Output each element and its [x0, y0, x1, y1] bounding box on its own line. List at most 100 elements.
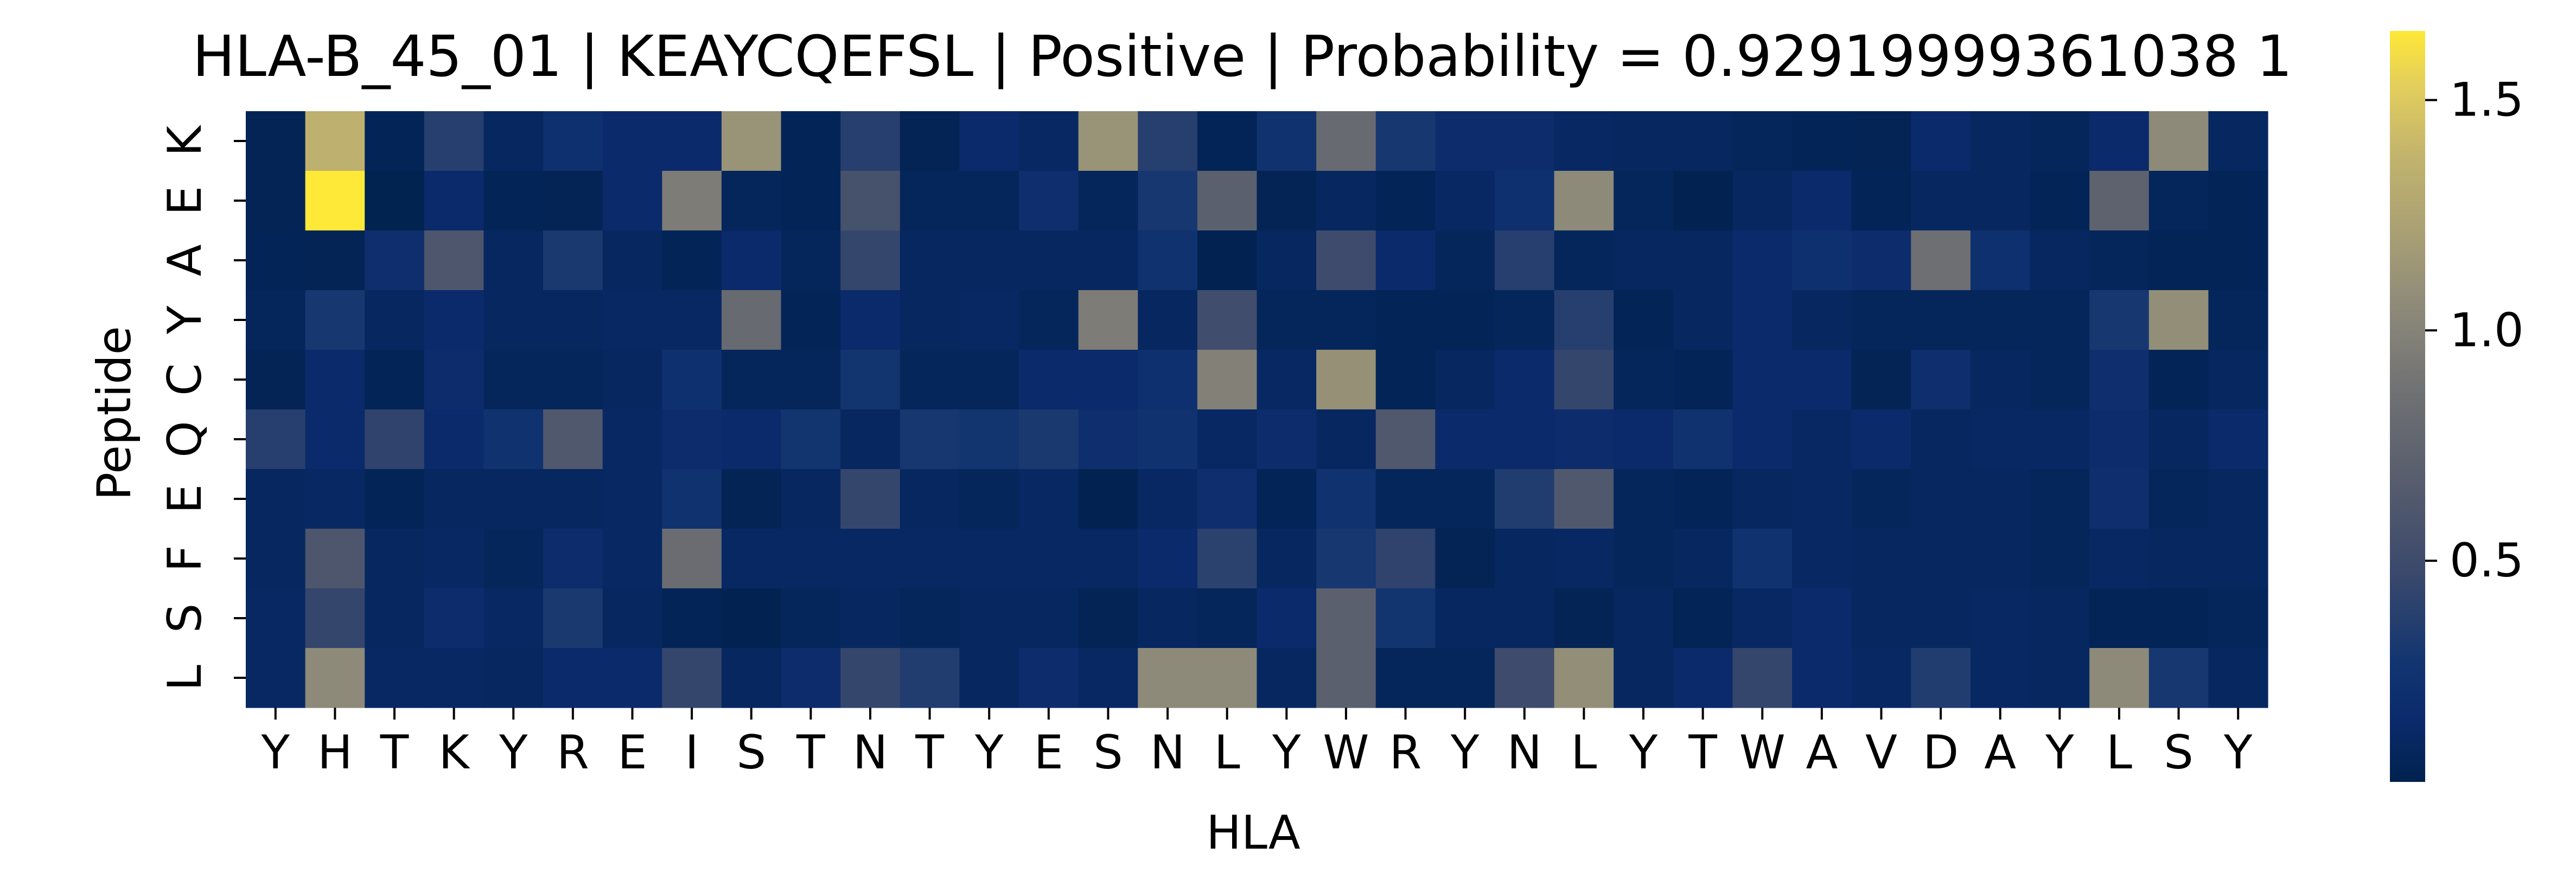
y-axis-label: Peptide: [87, 326, 142, 500]
x-tick-label: Y: [499, 726, 528, 780]
heatmap-cell: [2148, 171, 2209, 231]
heatmap-cell: [1614, 350, 1674, 410]
heatmap-cell: [1792, 469, 1852, 529]
heatmap-cell: [1078, 529, 1138, 589]
heatmap-cell: [1732, 111, 1793, 171]
heatmap-cell: [781, 648, 841, 708]
heatmap-cell: [840, 171, 901, 231]
heatmap-cell: [1614, 529, 1674, 589]
heatmap-cell: [840, 111, 901, 171]
heatmap-cell: [721, 111, 782, 171]
heatmap-cell: [1673, 111, 1733, 171]
heatmap-cell: [1970, 409, 2031, 470]
heatmap-cell: [1138, 111, 1198, 171]
colorbar-tick-label: 1.0: [2450, 303, 2524, 357]
heatmap-cell: [1792, 171, 1852, 231]
heatmap-cell: [1732, 230, 1793, 291]
heatmap-cell: [1851, 290, 1911, 350]
x-tick-label: N: [853, 726, 888, 780]
heatmap-cell: [246, 290, 306, 350]
heatmap-cell: [1673, 469, 1733, 529]
colorbar-ticks: 0.5 1.0 1.5: [2425, 73, 2524, 588]
heatmap-cell: [1375, 469, 1436, 529]
heatmap-cell: [1197, 529, 1258, 589]
heatmap-cell: [602, 469, 662, 529]
heatmap-cell: [1911, 588, 1971, 649]
heatmap-cell: [1197, 111, 1258, 171]
heatmap-cell: [1435, 648, 1495, 708]
heatmap-cell: [1554, 469, 1614, 529]
heatmap-cell: [1138, 588, 1198, 649]
heatmap-cell: [2148, 350, 2209, 410]
heatmap-cell: [1911, 290, 1971, 350]
heatmap-cell: [840, 648, 901, 708]
heatmap-cell: [602, 409, 662, 470]
heatmap-cell: [1851, 350, 1911, 410]
heatmap-cell: [781, 409, 841, 470]
heatmap-cell: [1019, 529, 1079, 589]
heatmap-cell: [1257, 469, 1317, 529]
heatmap-cell: [721, 648, 782, 708]
heatmap-cell: [1732, 648, 1793, 708]
heatmap-cell: [2089, 171, 2150, 231]
x-tick-label: Y: [2223, 726, 2253, 780]
heatmap-cell: [543, 469, 603, 529]
heatmap-cell: [662, 529, 722, 589]
heatmap-cell: [1257, 111, 1317, 171]
heatmap-cell: [602, 588, 662, 649]
heatmap-cell: [1792, 648, 1852, 708]
heatmap-cell: [365, 588, 425, 649]
heatmap-cell: [365, 171, 425, 231]
heatmap-cell: [900, 648, 960, 708]
heatmap-cell: [1673, 290, 1733, 350]
heatmap-cell: [1197, 350, 1258, 410]
heatmap-cell: [1138, 529, 1198, 589]
heatmap-cell: [1494, 529, 1555, 589]
heatmap-cell: [1614, 409, 1674, 470]
heatmap-cell: [483, 469, 544, 529]
heatmap-cell: [2208, 469, 2268, 529]
heatmap-cell: [1851, 529, 1911, 589]
heatmap-cell: [602, 111, 662, 171]
heatmap-cell: [1614, 171, 1674, 231]
heatmap-cell: [1732, 588, 1793, 649]
heatmap-cell: [900, 350, 960, 410]
heatmap-cell: [900, 230, 960, 291]
heatmap-cell: [246, 529, 306, 589]
heatmap-cell: [900, 588, 960, 649]
heatmap-cell: [721, 529, 782, 589]
heatmap-cell: [840, 350, 901, 410]
y-tick-label: Y: [158, 305, 212, 335]
heatmap-cell: [1792, 230, 1852, 291]
heatmap-cell: [781, 111, 841, 171]
heatmap-cell: [1970, 350, 2031, 410]
heatmap-cell: [305, 171, 365, 231]
heatmap-cell: [1911, 409, 1971, 470]
heatmap-cell: [662, 111, 722, 171]
heatmap-cell: [602, 350, 662, 410]
heatmap-cell: [1494, 648, 1555, 708]
heatmap-cell: [1138, 469, 1198, 529]
y-tick-label: L: [158, 665, 212, 691]
heatmap-cell: [365, 111, 425, 171]
heatmap-cell: [2089, 230, 2150, 291]
heatmap-cell: [2148, 648, 2209, 708]
heatmap-cell: [1257, 171, 1317, 231]
x-tick-label: Y: [2045, 726, 2074, 780]
heatmap-cell: [246, 469, 306, 529]
heatmap-cell: [900, 529, 960, 589]
heatmap-cell: [543, 171, 603, 231]
heatmap-cell: [721, 469, 782, 529]
heatmap-cell: [2089, 350, 2150, 410]
heatmap-cell: [1138, 171, 1198, 231]
heatmap-cell: [424, 171, 484, 231]
x-tick-label: Y: [974, 726, 1004, 780]
heatmap-cell: [1435, 588, 1495, 649]
heatmap-cell: [424, 350, 484, 410]
heatmap-cell: [305, 350, 365, 410]
heatmap-cell: [959, 648, 1019, 708]
heatmap-cell: [2030, 290, 2090, 350]
heatmap-cell: [246, 350, 306, 410]
heatmap-cell: [1970, 230, 2031, 291]
y-tick-label: E: [158, 186, 212, 215]
